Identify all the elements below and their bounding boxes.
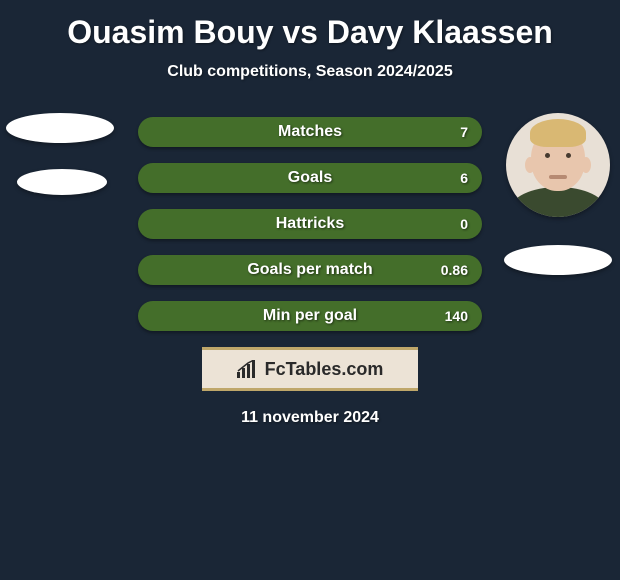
left-player-placeholder-2 — [17, 169, 107, 195]
brand-plaque: FcTables.com — [202, 347, 418, 391]
page-title: Ouasim Bouy vs Davy Klaassen — [0, 0, 620, 51]
stat-row-goals: Goals 6 — [138, 163, 482, 193]
stat-label: Goals per match — [138, 255, 482, 285]
stat-bars: Matches 7 Goals 6 Hattricks 0 Goals per … — [138, 117, 482, 331]
stat-value-right: 7 — [460, 117, 468, 147]
stat-value-right: 140 — [445, 301, 468, 331]
date-line: 11 november 2024 — [0, 409, 620, 427]
stat-label: Goals — [138, 163, 482, 193]
brand-text: FcTables.com — [265, 359, 384, 380]
stat-value-right: 0 — [460, 209, 468, 239]
stat-value-right: 6 — [460, 163, 468, 193]
right-player-column — [502, 113, 614, 275]
stat-row-hattricks: Hattricks 0 — [138, 209, 482, 239]
stat-row-goals-per-match: Goals per match 0.86 — [138, 255, 482, 285]
stat-row-min-per-goal: Min per goal 140 — [138, 301, 482, 331]
bar-chart-icon — [237, 360, 259, 378]
left-player-placeholder-1 — [6, 113, 114, 143]
stat-value-right: 0.86 — [441, 255, 468, 285]
stat-row-matches: Matches 7 — [138, 117, 482, 147]
left-player-column — [6, 113, 118, 195]
stat-label: Matches — [138, 117, 482, 147]
stat-label: Hattricks — [138, 209, 482, 239]
stat-label: Min per goal — [138, 301, 482, 331]
right-player-placeholder — [504, 245, 612, 275]
right-player-avatar — [506, 113, 610, 217]
stats-zone: Matches 7 Goals 6 Hattricks 0 Goals per … — [0, 117, 620, 331]
page-subtitle: Club competitions, Season 2024/2025 — [0, 63, 620, 81]
